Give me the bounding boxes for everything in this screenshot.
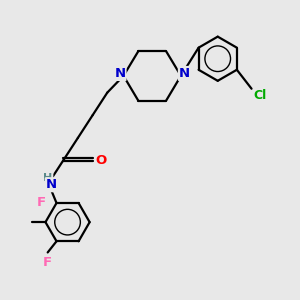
Text: N: N: [179, 67, 190, 80]
Text: O: O: [95, 154, 106, 167]
Text: F: F: [42, 256, 52, 269]
Text: N: N: [114, 67, 125, 80]
Text: N: N: [46, 178, 57, 191]
Text: F: F: [37, 196, 46, 209]
Text: Cl: Cl: [254, 89, 267, 102]
Text: H: H: [43, 173, 52, 183]
